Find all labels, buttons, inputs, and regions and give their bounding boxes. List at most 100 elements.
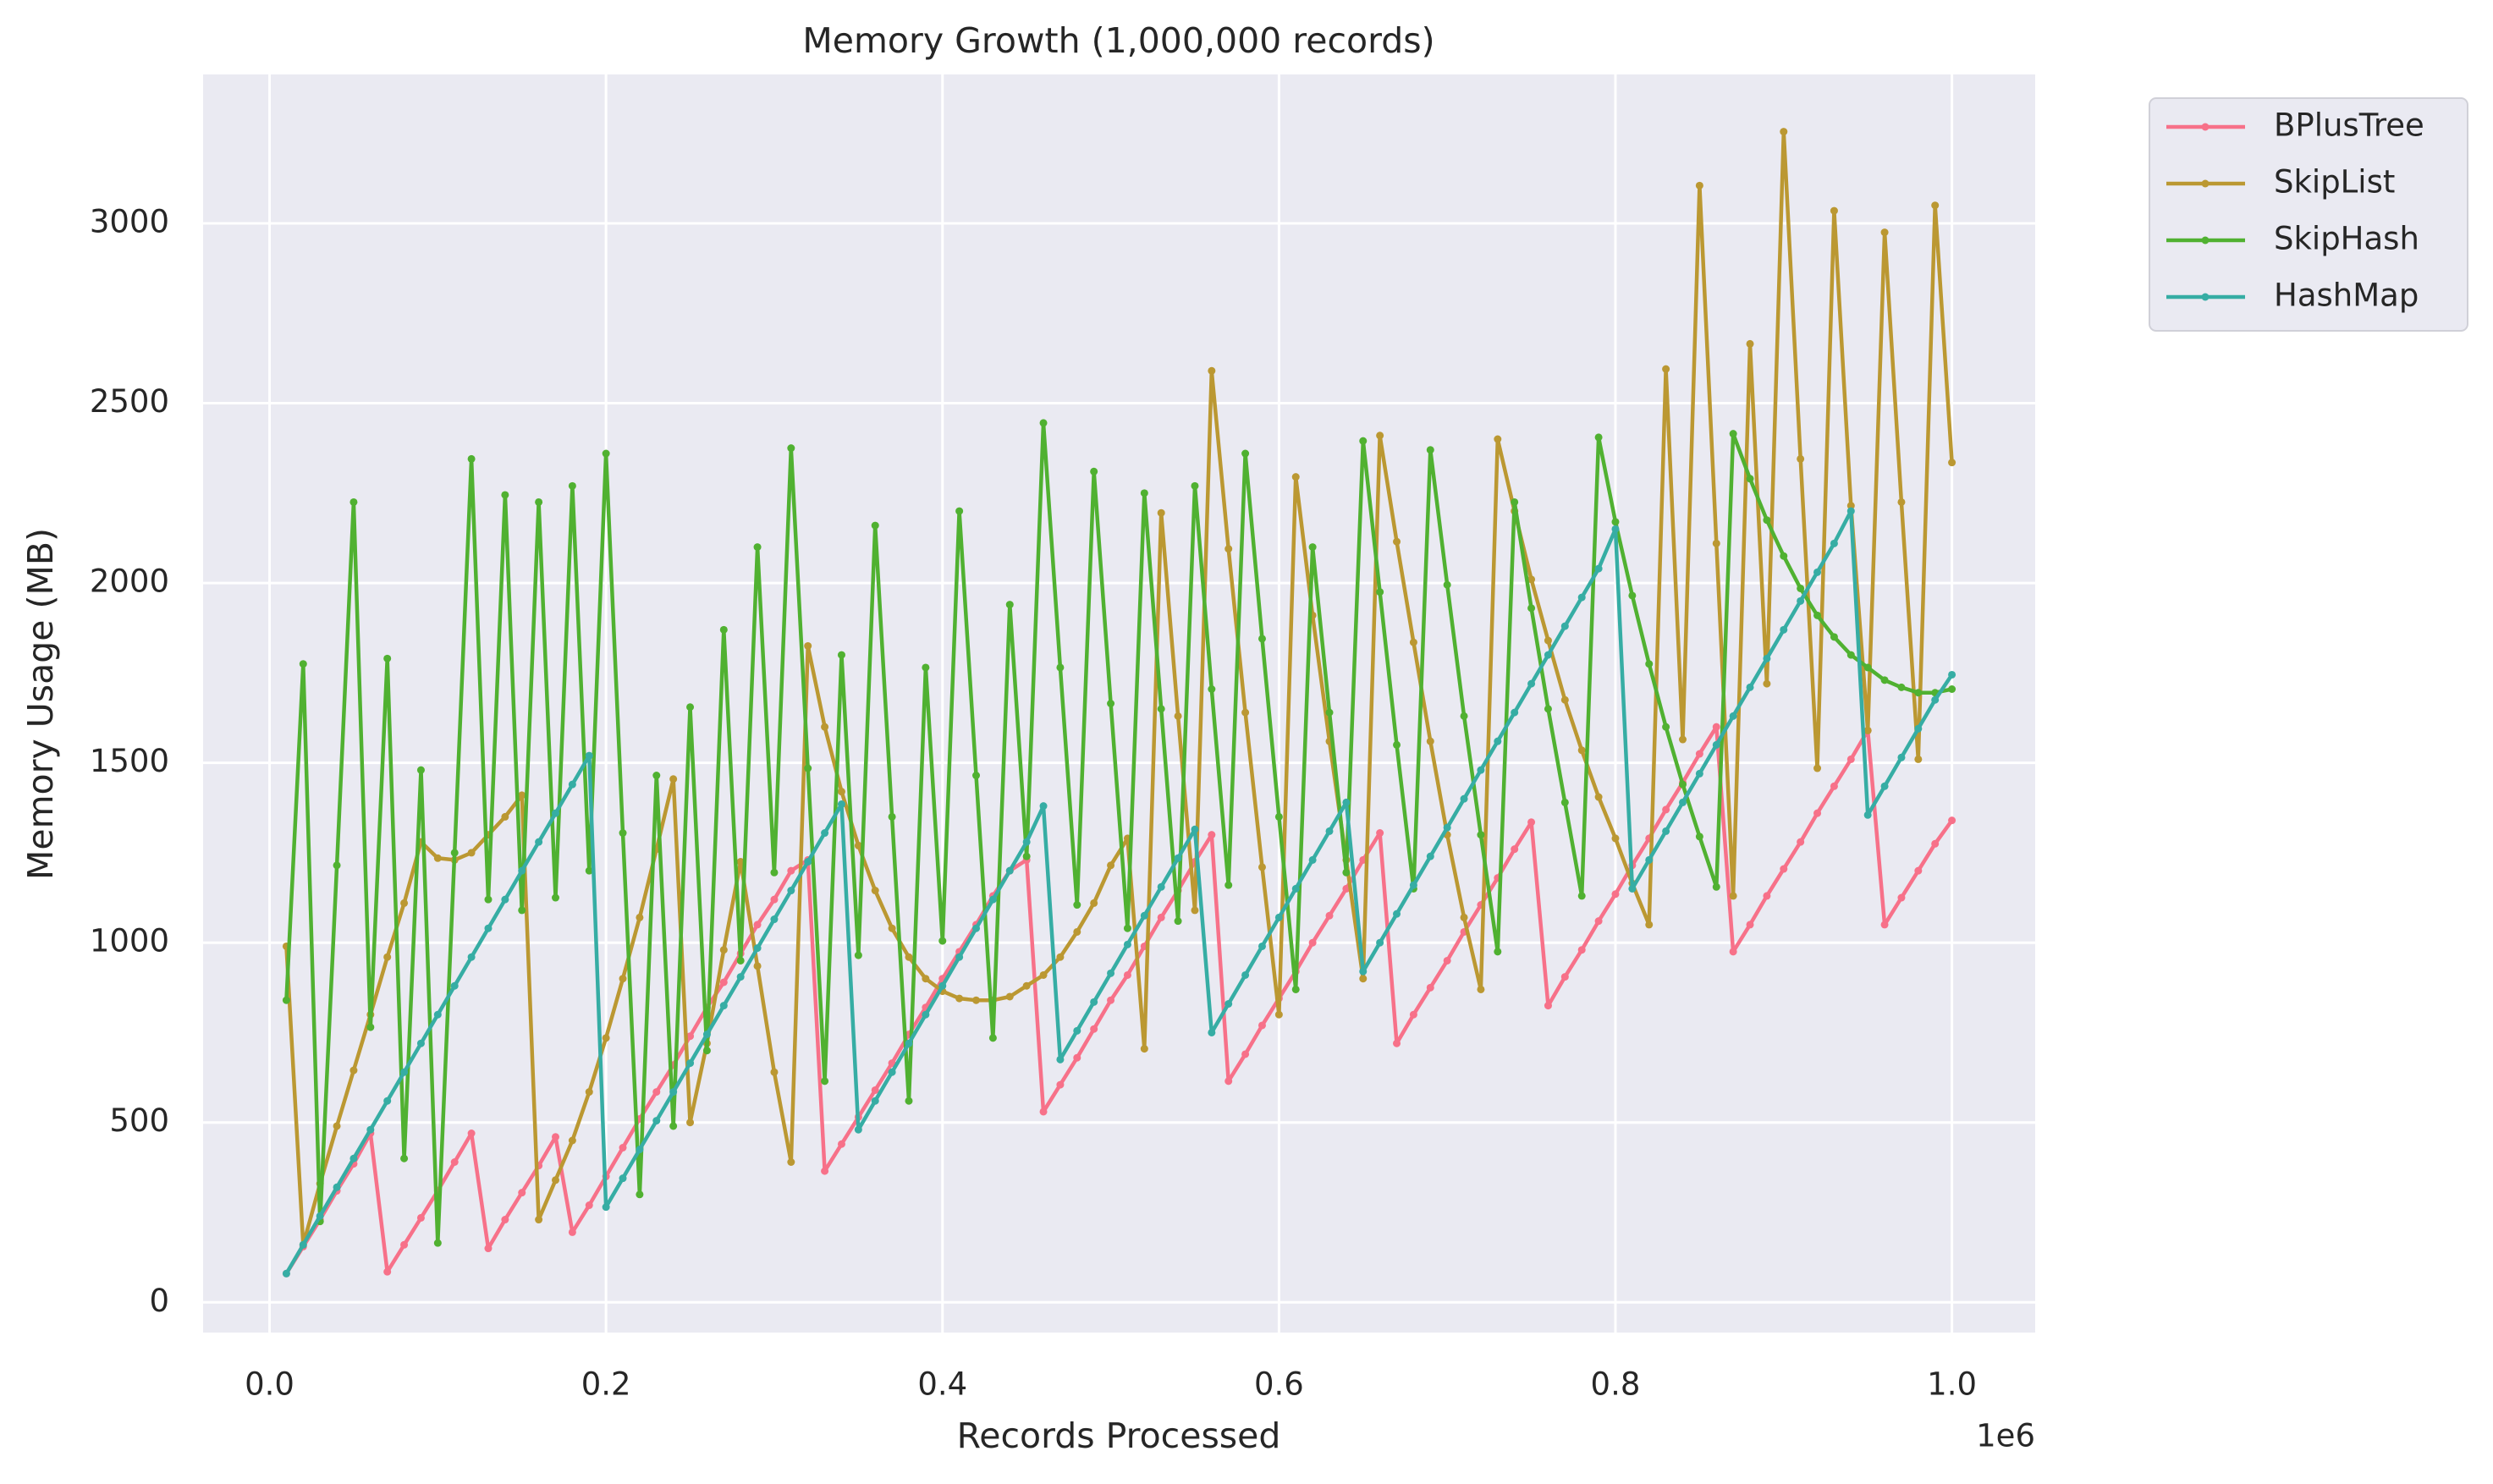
- data-point: [400, 1068, 409, 1076]
- legend-marker: [2201, 293, 2210, 301]
- data-point: [1695, 769, 1703, 778]
- data-point: [551, 1133, 559, 1141]
- data-point: [433, 854, 442, 862]
- data-point: [938, 937, 947, 945]
- data-point: [1208, 831, 1216, 839]
- series-line: [284, 129, 1954, 1247]
- data-point: [1780, 625, 1788, 634]
- data-point: [1511, 497, 1519, 506]
- data-point: [366, 1125, 375, 1134]
- data-point: [1123, 970, 1131, 979]
- data-point: [333, 1183, 341, 1191]
- data-point: [871, 1086, 879, 1094]
- data-point: [535, 497, 543, 506]
- data-point: [400, 899, 409, 907]
- data-point: [1409, 881, 1417, 889]
- data-point: [467, 953, 476, 961]
- data-point: [1948, 459, 1956, 467]
- data-point: [922, 1010, 930, 1019]
- data-point: [1426, 983, 1434, 992]
- data-point: [619, 975, 627, 983]
- data-point: [602, 1034, 610, 1042]
- data-point: [1797, 454, 1805, 463]
- data-point: [1544, 705, 1552, 713]
- data-point: [1611, 525, 1620, 533]
- data-point: [753, 962, 762, 970]
- data-point: [1073, 901, 1081, 910]
- data-point: [1157, 913, 1165, 921]
- data-point: [1527, 604, 1536, 613]
- data-point: [1897, 497, 1906, 506]
- data-point: [1813, 611, 1822, 619]
- y-tick-label: 0: [149, 1283, 169, 1319]
- data-point: [669, 775, 678, 783]
- data-point: [1544, 1002, 1552, 1010]
- data-point: [518, 1189, 526, 1197]
- data-point: [1022, 981, 1031, 990]
- data-point: [1712, 740, 1720, 749]
- data-point: [1645, 921, 1654, 929]
- data-point: [1863, 726, 1872, 734]
- data-point: [1679, 735, 1687, 744]
- data-point: [1577, 593, 1586, 602]
- data-point: [1797, 596, 1805, 605]
- data-point: [1157, 705, 1165, 713]
- data-point: [1157, 882, 1165, 891]
- data-point: [669, 1122, 678, 1130]
- data-point: [333, 1122, 341, 1130]
- data-point: [1729, 948, 1737, 956]
- data-point: [1527, 575, 1536, 584]
- data-point: [1325, 911, 1334, 920]
- data-point: [1695, 750, 1703, 758]
- series-line: [284, 724, 1954, 1275]
- data-point: [1208, 366, 1216, 375]
- data-point: [1460, 712, 1468, 720]
- data-point: [1241, 1050, 1250, 1058]
- data-point: [1695, 833, 1703, 841]
- data-point: [416, 1213, 425, 1222]
- data-point: [888, 924, 896, 932]
- data-point: [1073, 1053, 1081, 1062]
- data-point: [484, 895, 493, 904]
- data-point: [535, 838, 543, 846]
- x-offset-label: 1e6: [1976, 1418, 2035, 1454]
- data-point: [501, 812, 509, 821]
- data-point: [787, 887, 795, 895]
- data-point: [1914, 866, 1923, 875]
- data-point: [652, 1117, 661, 1125]
- data-point: [619, 829, 627, 838]
- data-point: [1577, 946, 1586, 954]
- x-tick-label: 0.6: [1254, 1366, 1304, 1403]
- data-point: [1527, 679, 1536, 688]
- data-point: [636, 1190, 644, 1199]
- data-point: [1830, 539, 1838, 547]
- data-point: [450, 981, 459, 990]
- data-point: [636, 913, 644, 921]
- data-point: [400, 1240, 409, 1249]
- data-point: [568, 1136, 576, 1145]
- data-point: [770, 868, 779, 877]
- data-point: [702, 1031, 711, 1039]
- data-point: [1274, 913, 1283, 921]
- data-point: [1948, 816, 1956, 825]
- data-point: [821, 723, 829, 731]
- data-point: [1258, 942, 1266, 950]
- data-point: [1376, 431, 1384, 440]
- data-point: [972, 996, 981, 1004]
- legend: [2149, 97, 2468, 332]
- y-axis-label: Memory Usage (MB): [20, 528, 61, 880]
- y-tick-label: 1500: [90, 743, 169, 779]
- data-point: [1797, 584, 1805, 592]
- data-point: [871, 887, 879, 895]
- data-point: [619, 1174, 627, 1183]
- data-point: [1409, 1010, 1417, 1019]
- data-point: [1628, 591, 1637, 600]
- data-point: [1123, 940, 1131, 948]
- data-point: [804, 641, 812, 650]
- x-axis-label: Records Processed: [957, 1415, 1281, 1456]
- data-point: [753, 921, 762, 929]
- data-point: [787, 866, 795, 875]
- data-point: [585, 1088, 593, 1097]
- data-point: [1056, 663, 1065, 672]
- data-point: [1729, 430, 1737, 438]
